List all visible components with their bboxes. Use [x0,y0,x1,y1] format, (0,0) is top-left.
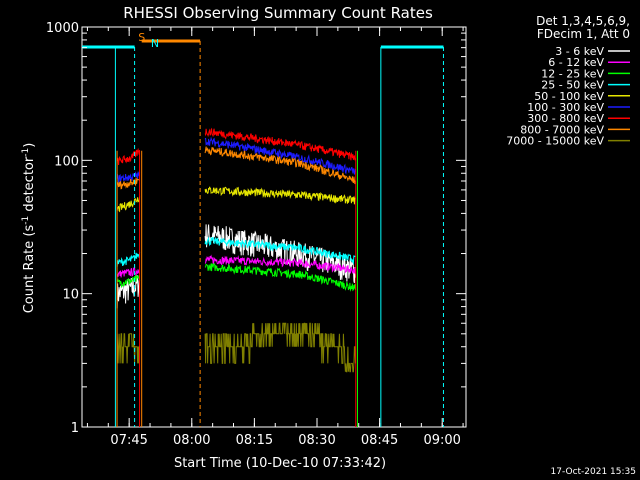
y-axis-label: Count Rate (s-1 detector-1) [21,143,37,314]
legend-label-9: 7000 - 15000 keV [506,135,604,148]
series-2-segment-1 [116,266,141,278]
legend-label-2: 6 - 12 keV [548,56,604,69]
series-3 [116,263,356,292]
legend-label-8: 800 - 7000 keV [520,123,604,136]
y-axis-label-part1: Count Rate (s [22,225,37,314]
legend-header-line1: Det 1,3,4,5,6,9, [536,14,630,28]
legend-label-6: 100 - 300 keV [527,101,604,114]
series-8-segment-1 [116,177,141,190]
series-4-segment-1 [116,252,141,267]
y-tick-label: 100 [54,154,79,169]
series-1-segment-1 [116,274,141,309]
legend-label-5: 50 - 100 keV [534,90,604,103]
legend-label-4: 25 - 50 keV [541,79,604,92]
x-tick-label: 09:00 [423,433,460,448]
series-4-segment-2 [204,236,356,265]
series-7-segment-2 [204,127,356,161]
series-4 [116,236,356,267]
flag-n: N [151,37,159,50]
y-axis-label-sup2: -1 [21,148,31,157]
chart-title: RHESSI Observing Summary Count Rates [123,4,433,22]
flag-s: S [138,31,145,44]
series-2-segment-2 [204,254,356,275]
y-tick-label: 1000 [46,21,79,36]
series-3-segment-1 [116,275,141,289]
x-axis-ticks: 07:45 08:00 08:15 08:30 08:45 09:00 [86,27,464,448]
x-tick-label: 08:45 [361,433,398,448]
series-6-segment-2 [204,136,356,175]
y-axis-ticks: 1 10 100 1000 [46,21,466,436]
plot-frame [81,26,467,428]
x-tick-label: 08:15 [236,433,273,448]
x-tick-label: 08:00 [173,433,210,448]
series-2 [116,254,356,278]
series-5-segment-1 [116,196,141,213]
y-axis-label-end: ) [22,143,37,148]
x-axis-label: Start Time (10-Dec-10 07:33:42) [174,456,386,471]
series-7-segment-1 [116,147,141,165]
series-9 [116,322,356,373]
series-5-segment-2 [204,186,356,205]
y-tick-label: 10 [62,288,79,303]
series-9-segment-1 [116,333,140,364]
legend-label-3: 12 - 25 keV [541,67,604,80]
series-6 [116,136,356,184]
legend-label-7: 300 - 800 keV [527,112,604,125]
x-tick-label: 08:30 [298,433,335,448]
timestamp: 17-Oct-2021 15:35 [551,467,636,477]
series-7 [116,127,356,165]
series-8 [116,146,356,190]
y-tick-label: 1 [71,421,79,436]
legend-header-line2: FDecim 1, Att 0 [537,27,630,41]
series-5 [116,186,356,213]
y-axis-label-part2: detector [22,156,37,216]
series-8-segment-2 [204,146,356,185]
legend-label-1: 3 - 6 keV [555,45,604,58]
series-6-segment-1 [116,171,141,184]
y-axis-label-sup1: -1 [21,216,31,225]
series-3-segment-2 [204,263,356,292]
series-9-segment-2 [204,322,356,373]
x-tick-label: 07:45 [110,433,147,448]
